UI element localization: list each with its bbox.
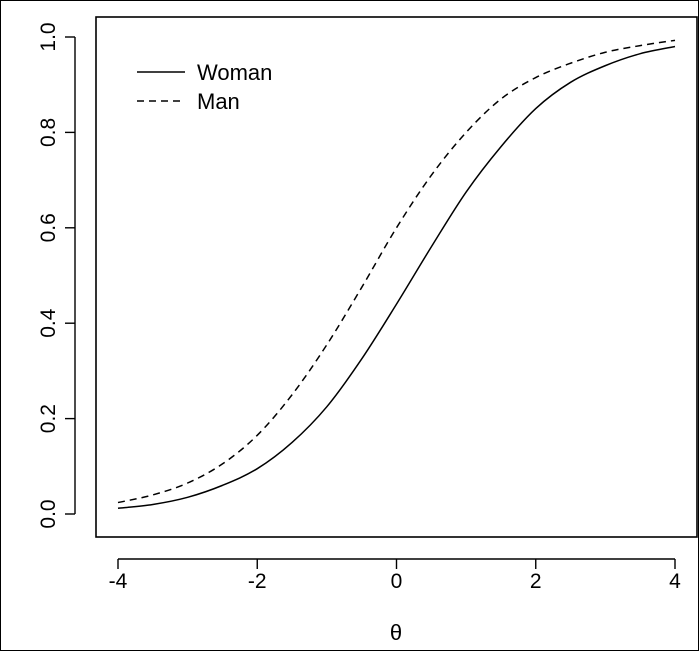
- plot-area: [95, 16, 698, 538]
- y-tick-label: 0.2: [37, 404, 60, 433]
- y-tick-label: 0.4: [37, 308, 60, 338]
- series-line-man: [117, 39, 676, 504]
- series-line-woman: [117, 45, 676, 510]
- x-tick-label: -2: [248, 570, 267, 593]
- x-axis-label: θ: [390, 620, 402, 645]
- legend-label-woman: Woman: [197, 60, 272, 85]
- x-tick-label: 0: [391, 570, 403, 593]
- x-tick-label: -4: [109, 570, 128, 593]
- y-tick-label: 0.8: [37, 118, 60, 147]
- series-layer: [117, 39, 676, 510]
- x-tick-label: 4: [669, 570, 681, 593]
- legend: Woman Man: [137, 60, 272, 114]
- y-tick-label: 1.0: [37, 22, 60, 51]
- y-tick-label: 0.0: [37, 499, 60, 528]
- x-tick-label: 2: [530, 570, 542, 593]
- x-axis: -4 -2 0 2 4: [109, 558, 681, 593]
- legend-label-man: Man: [197, 89, 240, 114]
- y-axis: 0.0 0.2 0.4 0.6 0.8 1.0: [37, 22, 76, 529]
- y-tick-label: 0.6: [37, 213, 60, 242]
